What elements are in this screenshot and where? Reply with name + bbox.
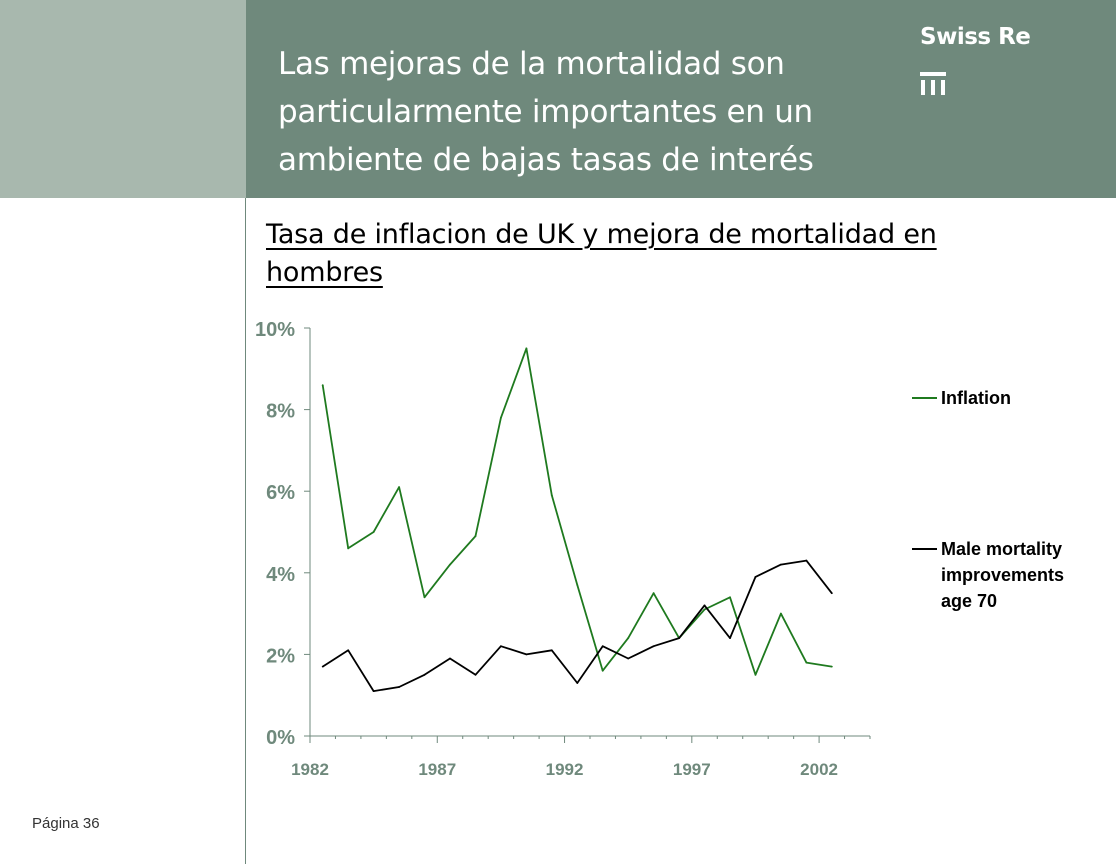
data-point (830, 665, 833, 668)
data-point (347, 547, 350, 550)
data-point (321, 384, 324, 387)
divider-line (245, 198, 246, 864)
x-tick-label: 1982 (291, 760, 329, 779)
data-point (449, 563, 451, 566)
data-point (780, 563, 782, 566)
data-point (729, 637, 731, 639)
legend-label: Male mortality (941, 539, 1062, 559)
data-point (372, 690, 375, 693)
y-tick-label: 2% (266, 645, 295, 667)
header-banner: Las mejoras de la mortalidad son particu… (246, 0, 1116, 198)
data-point (652, 645, 655, 648)
data-point (500, 416, 502, 419)
left-accent-block (0, 0, 246, 198)
data-point (576, 584, 579, 586)
page-number: Página 36 (32, 815, 100, 832)
page-title: Las mejoras de la mortalidad son particu… (278, 46, 814, 178)
data-point (525, 653, 528, 656)
data-point (525, 347, 528, 350)
chart-title: Tasa de inflacion de UK y mejora de mort… (266, 219, 937, 288)
data-point (398, 486, 400, 489)
legend-label: age 70 (941, 591, 997, 611)
data-point (500, 645, 502, 648)
x-tick-label: 1997 (673, 760, 711, 779)
data-point (321, 665, 324, 668)
swiss-re-logo-icon (920, 72, 946, 95)
y-tick-label: 8% (266, 401, 295, 423)
legend-label: Inflation (941, 388, 1011, 408)
brand-name: Swiss Re (920, 24, 1031, 50)
data-point (398, 686, 400, 688)
x-tick-label: 1987 (418, 760, 456, 779)
data-point (678, 637, 680, 639)
data-point (423, 673, 426, 676)
series-line-inflation (321, 347, 832, 676)
data-point (729, 596, 731, 599)
data-point (576, 682, 579, 684)
x-tick-label: 2002 (800, 760, 838, 779)
series-line-mortality (322, 559, 833, 692)
data-point (805, 559, 808, 562)
data-point (372, 531, 375, 533)
data-point (550, 649, 553, 652)
data-point (474, 535, 477, 537)
data-point (703, 608, 706, 611)
data-point (627, 657, 630, 660)
data-point (805, 661, 808, 664)
y-tick-label: 0% (266, 727, 295, 749)
data-point (449, 657, 451, 660)
data-point (703, 604, 706, 607)
y-tick-label: 6% (266, 482, 295, 504)
data-point (754, 575, 757, 578)
x-tick-label: 1992 (546, 760, 584, 779)
y-tick-label: 10% (255, 319, 295, 341)
data-point (601, 645, 604, 648)
y-tick-label: 4% (266, 564, 295, 586)
data-point (652, 592, 655, 595)
data-point (627, 637, 630, 639)
data-point (474, 673, 477, 676)
data-point (601, 669, 604, 672)
data-point (780, 612, 782, 615)
data-point (423, 596, 426, 599)
data-point (347, 649, 350, 652)
data-point (550, 494, 553, 497)
data-point (830, 592, 833, 595)
legend-label: improvements (941, 565, 1064, 585)
data-point (754, 673, 757, 676)
